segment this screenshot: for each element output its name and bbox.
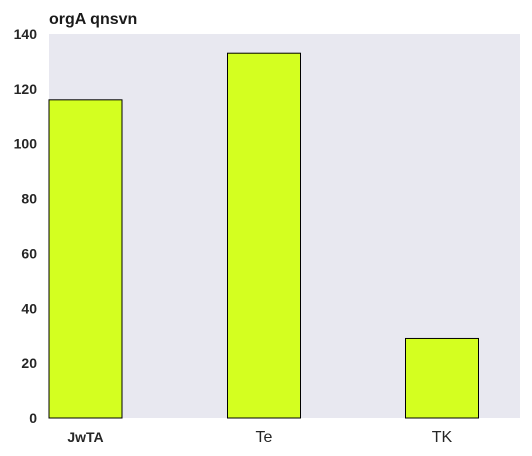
y-tick-label: 0	[29, 410, 37, 426]
bar-te	[227, 52, 301, 419]
bar-jwta	[48, 99, 123, 419]
y-axis: 0 20 40 60 80 100 120 140	[14, 26, 38, 426]
x-axis: JwTA Te TK	[67, 429, 452, 446]
x-tick-label: Te	[256, 429, 273, 446]
y-tick-label: 120	[14, 81, 38, 97]
bar-tk	[405, 337, 479, 419]
y-tick-label: 60	[21, 245, 37, 261]
y-tick-label: 40	[21, 300, 37, 316]
x-tick-label: TK	[432, 429, 453, 446]
bars	[48, 52, 479, 419]
y-tick-label: 80	[21, 191, 37, 207]
x-tick-label: JwTA	[67, 429, 103, 445]
y-tick-label: 100	[14, 136, 38, 152]
y-tick-label: 140	[14, 26, 38, 42]
y-tick-label: 20	[21, 355, 37, 371]
chart-title: orgA qnsvn	[49, 11, 137, 28]
